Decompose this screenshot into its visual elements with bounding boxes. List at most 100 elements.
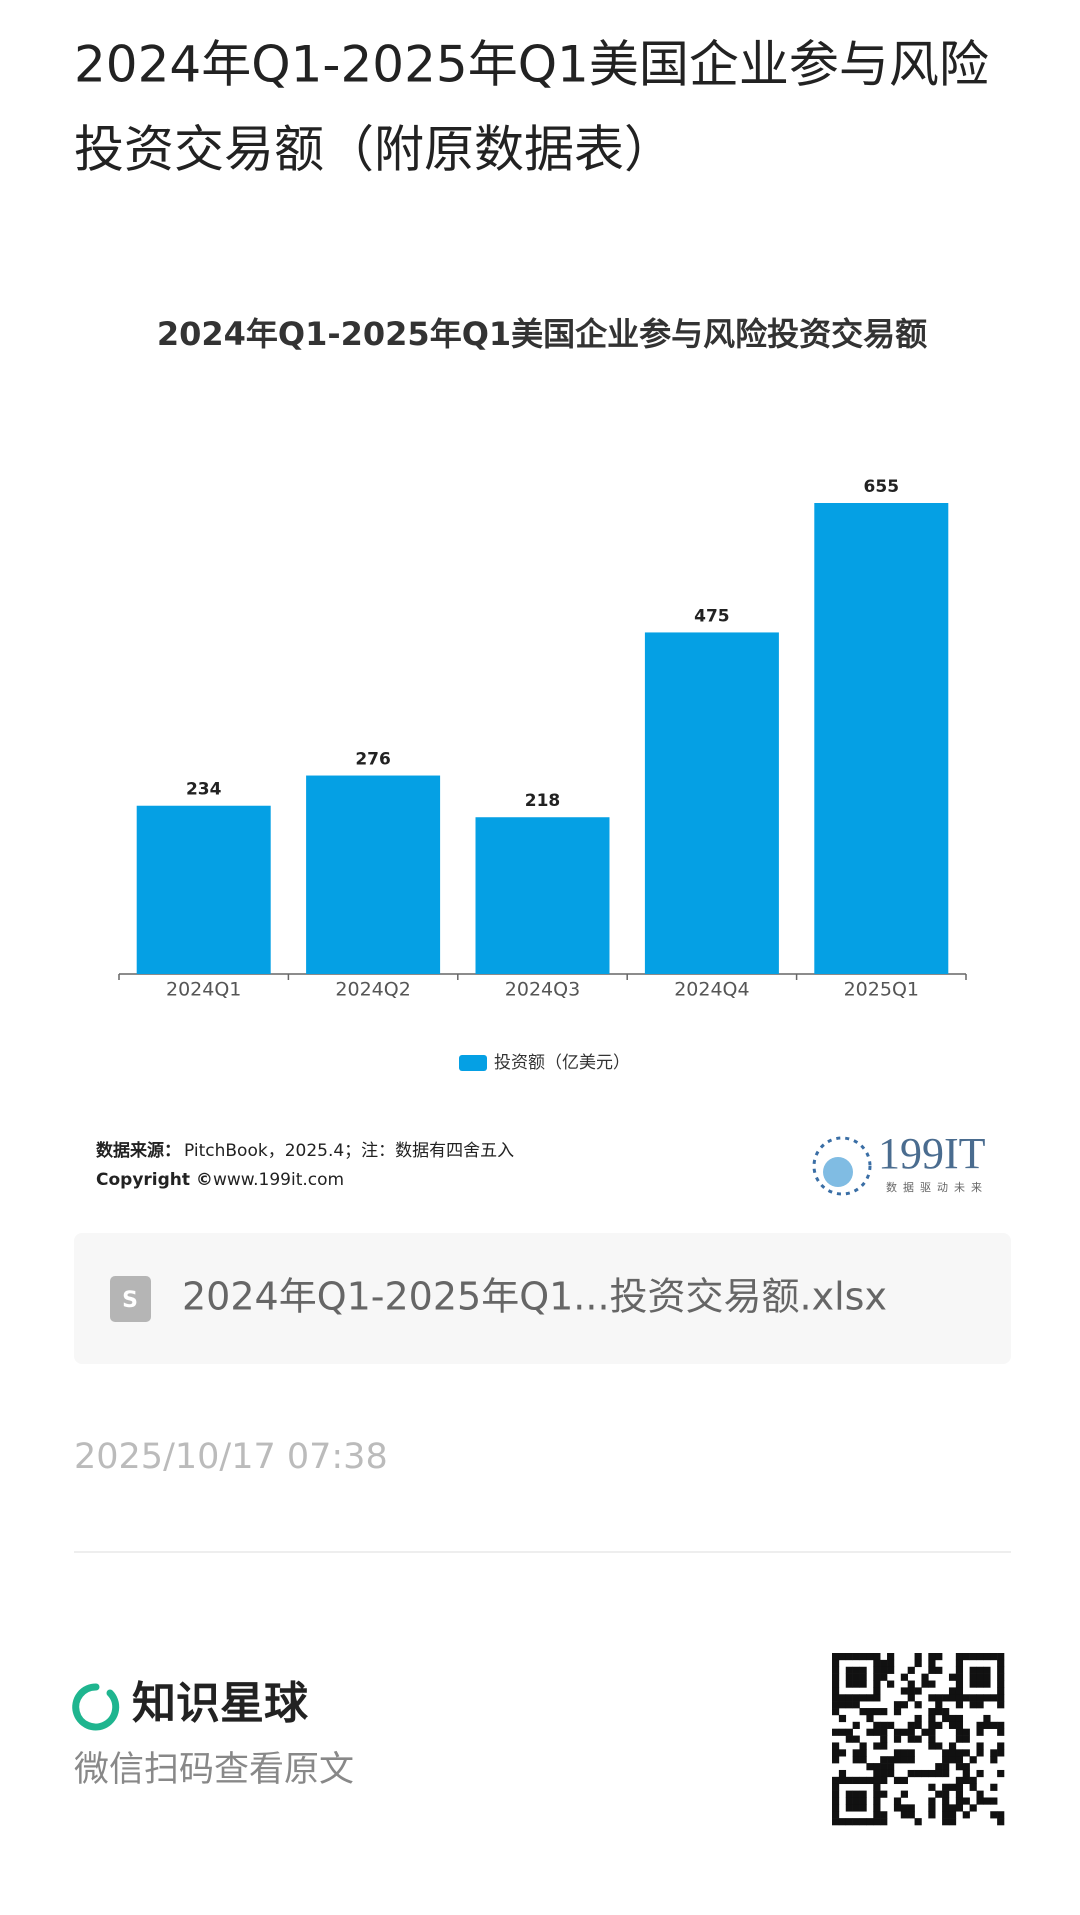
- qr-cell: [866, 1694, 874, 1702]
- qr-cell: [990, 1783, 998, 1791]
- qr-cell: [955, 1756, 964, 1764]
- qr-cell: [832, 1708, 840, 1716]
- qr-cell: [948, 1694, 957, 1702]
- qr-cell: [997, 1749, 1005, 1757]
- qr-cell: [900, 1749, 908, 1757]
- qr-cell: [955, 1776, 964, 1785]
- brand-slogan: 数据驱动未来: [886, 1180, 988, 1194]
- qr-cell: [838, 1714, 847, 1723]
- qr-cell: [976, 1742, 984, 1750]
- qr-cell: [845, 1797, 853, 1805]
- qr-cell: [873, 1687, 881, 1695]
- qr-cell: [914, 1714, 922, 1723]
- qr-cell: [983, 1673, 991, 1681]
- value-label: 234: [186, 780, 222, 800]
- qr-cell: [997, 1659, 1005, 1668]
- qr-cell: [948, 1783, 957, 1791]
- qr-cell: [907, 1804, 915, 1812]
- qr-cell: [942, 1790, 950, 1798]
- qr-cell: [852, 1818, 860, 1826]
- qr-cell: [873, 1776, 881, 1785]
- qr-cell: [997, 1687, 1005, 1695]
- qr-cell: [990, 1756, 998, 1764]
- qr-cell: [866, 1714, 874, 1723]
- bar: [644, 632, 779, 974]
- bar: [136, 805, 271, 974]
- qr-cell: [983, 1680, 991, 1688]
- qr-cell: [990, 1694, 998, 1702]
- qr-cell: [880, 1659, 888, 1668]
- qr-cell: [976, 1701, 984, 1709]
- qr-cell: [955, 1797, 964, 1805]
- qr-cell: [852, 1680, 860, 1688]
- qr-cell: [969, 1783, 977, 1791]
- qr-cell: [990, 1653, 998, 1661]
- qr-cell: [866, 1818, 874, 1826]
- qr-cell: [914, 1721, 922, 1729]
- qr-cell: [900, 1687, 908, 1695]
- qr-cell: [880, 1769, 888, 1778]
- qr-cell: [873, 1694, 881, 1702]
- qr-cell: [955, 1763, 964, 1771]
- qr-cell: [832, 1666, 840, 1674]
- qr-cell: [955, 1783, 964, 1791]
- qr-cell: [873, 1790, 881, 1798]
- qr-cell: [838, 1694, 847, 1702]
- qr-cell: [935, 1721, 943, 1729]
- qr-cell: [832, 1653, 840, 1661]
- qr-cell: [873, 1818, 881, 1826]
- app-icon: [72, 1683, 120, 1731]
- qr-cell: [845, 1776, 853, 1785]
- footer-hint: 微信扫码查看原文: [74, 1750, 354, 1790]
- qr-cell: [983, 1797, 991, 1805]
- qr-cell: [907, 1666, 915, 1674]
- x-tick-label: 2024Q4: [674, 979, 749, 1001]
- qr-cell: [832, 1687, 840, 1695]
- qr-cell: [928, 1666, 936, 1674]
- qr-cell: [880, 1818, 888, 1826]
- qr-cell: [969, 1673, 977, 1681]
- qr-cell: [852, 1804, 860, 1812]
- qr-cell: [948, 1749, 957, 1757]
- qr-cell: [935, 1708, 943, 1716]
- qr-cell: [838, 1818, 847, 1826]
- file-icon-letter: S: [122, 1288, 138, 1313]
- qr-cell: [887, 1721, 895, 1729]
- qr-cell: [887, 1653, 895, 1661]
- bar: [306, 775, 441, 974]
- qr-cell: [859, 1749, 867, 1757]
- x-tick-label: 2025Q1: [844, 979, 919, 1001]
- qr-cell: [866, 1653, 874, 1661]
- qr-cell: [942, 1769, 950, 1778]
- qr-cell: [887, 1763, 895, 1771]
- qr-cell: [845, 1666, 853, 1674]
- qr-cell: [962, 1749, 970, 1757]
- qr-cell: [969, 1701, 977, 1709]
- qr-cell: [845, 1735, 853, 1743]
- qr-code: [832, 1653, 1005, 1826]
- qr-cell: [887, 1756, 895, 1764]
- qr-cell: [997, 1728, 1005, 1736]
- qr-cell: [976, 1721, 984, 1729]
- qr-cell: [907, 1728, 915, 1736]
- qr-cell: [873, 1666, 881, 1674]
- qr-cell: [942, 1694, 950, 1702]
- qr-cell: [997, 1742, 1005, 1750]
- qr-cell: [997, 1666, 1005, 1674]
- qr-cell: [832, 1756, 840, 1764]
- qr-cell: [955, 1653, 964, 1661]
- x-tick-label: 2024Q3: [505, 979, 580, 1001]
- qr-cell: [928, 1783, 936, 1791]
- qr-cell: [880, 1708, 888, 1716]
- file-card[interactable]: [74, 1233, 1011, 1364]
- qr-cell: [873, 1742, 881, 1750]
- qr-cell: [997, 1680, 1005, 1688]
- logo-mark: [823, 1157, 853, 1187]
- qr-cell: [852, 1721, 860, 1729]
- qr-cell: [838, 1776, 847, 1785]
- copyright-text: www.199it.com: [213, 1170, 344, 1190]
- qr-cell: [880, 1811, 888, 1819]
- qr-cell: [976, 1797, 984, 1805]
- qr-cell: [832, 1797, 840, 1805]
- qr-cell: [845, 1790, 853, 1798]
